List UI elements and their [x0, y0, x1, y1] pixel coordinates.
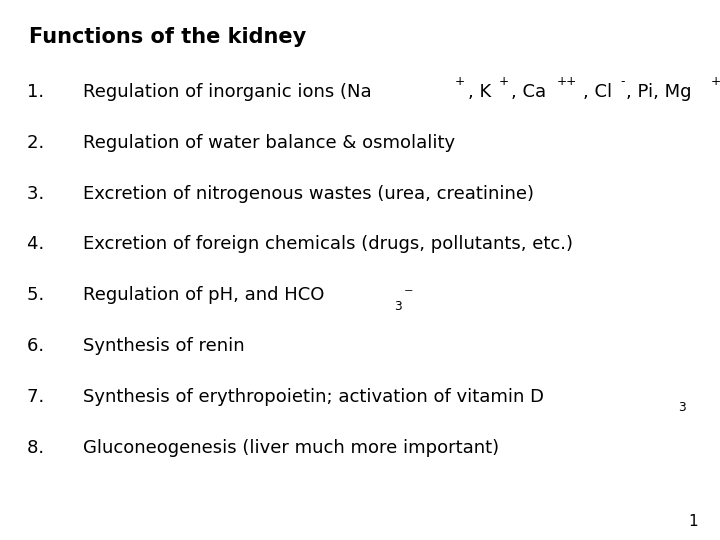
Text: Regulation of pH, and HCO: Regulation of pH, and HCO — [83, 286, 324, 304]
Text: , Pi, Mg: , Pi, Mg — [626, 83, 692, 101]
Text: Gluconeogenesis (liver much more important): Gluconeogenesis (liver much more importa… — [83, 438, 499, 456]
Text: +: + — [498, 75, 508, 89]
Text: Synthesis of erythropoietin; activation of vitamin D: Synthesis of erythropoietin; activation … — [83, 388, 544, 406]
Text: 3: 3 — [678, 401, 685, 415]
Text: Regulation of inorganic ions (Na: Regulation of inorganic ions (Na — [83, 83, 372, 101]
Text: , K: , K — [468, 83, 492, 101]
Text: 6.: 6. — [27, 337, 56, 355]
Text: Regulation of water balance & osmolality: Regulation of water balance & osmolality — [83, 134, 455, 152]
Text: 3.: 3. — [27, 185, 56, 202]
Text: -: - — [621, 75, 625, 89]
Text: , Cl: , Cl — [582, 83, 612, 101]
Text: 1.: 1. — [27, 83, 56, 101]
Text: Functions of the kidney: Functions of the kidney — [29, 27, 306, 47]
Text: , Ca: , Ca — [511, 83, 546, 101]
Text: ⁻: ⁻ — [404, 286, 414, 304]
Text: ++: ++ — [711, 75, 720, 89]
Text: Excretion of foreign chemicals (drugs, pollutants, etc.): Excretion of foreign chemicals (drugs, p… — [83, 235, 573, 253]
Text: 1: 1 — [689, 514, 698, 529]
Text: ++: ++ — [557, 75, 577, 89]
Text: 2.: 2. — [27, 134, 56, 152]
Text: 4.: 4. — [27, 235, 56, 253]
Text: 8.: 8. — [27, 438, 56, 456]
Text: 7.: 7. — [27, 388, 56, 406]
Text: +: + — [455, 75, 465, 89]
Text: 5.: 5. — [27, 286, 56, 304]
Text: 3: 3 — [395, 300, 402, 313]
Text: Synthesis of renin: Synthesis of renin — [83, 337, 244, 355]
Text: Excretion of nitrogenous wastes (urea, creatinine): Excretion of nitrogenous wastes (urea, c… — [83, 185, 534, 202]
